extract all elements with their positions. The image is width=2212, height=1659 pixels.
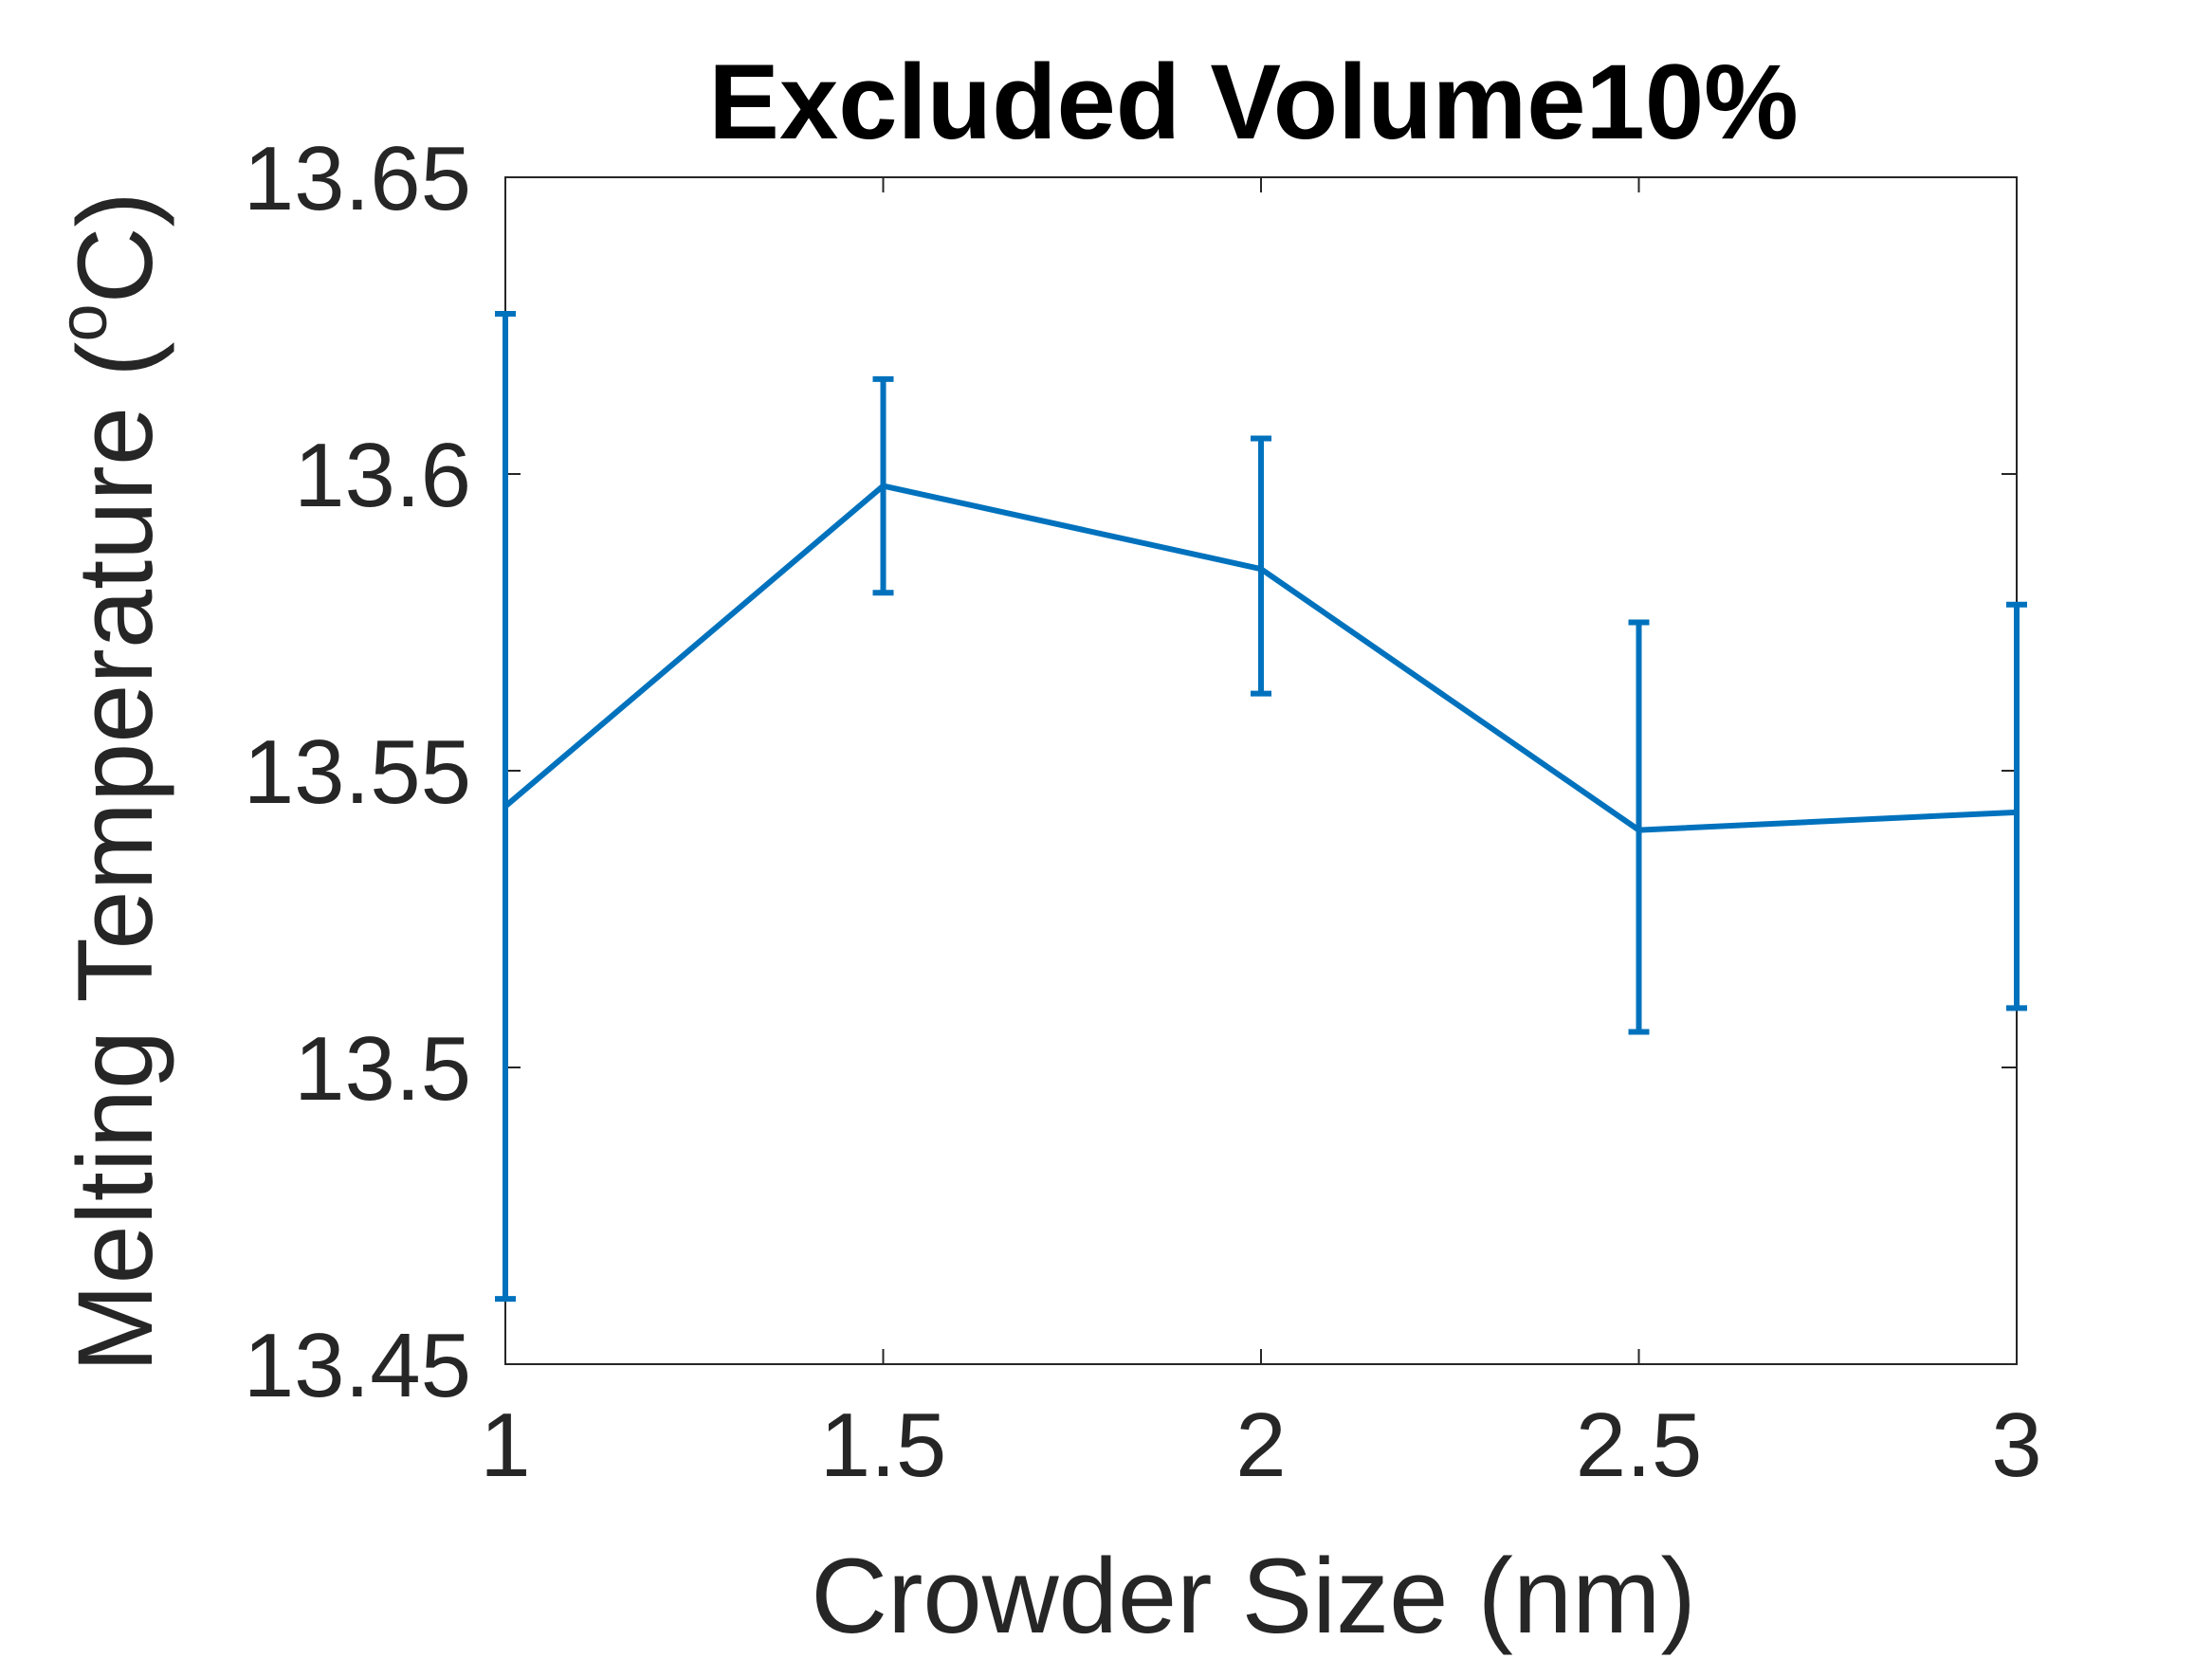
chart-title: Excluded Volume10% — [708, 43, 1798, 161]
y-tick-label: 13.45 — [244, 1315, 471, 1416]
y-axis-label-main: Melting Temperature ( — [56, 341, 174, 1372]
x-tick-label: 1 — [480, 1395, 530, 1496]
y-axis-label-superscript: o — [46, 303, 121, 341]
x-tick-label: 3 — [1991, 1395, 2041, 1496]
y-tick-label: 13.65 — [244, 128, 471, 229]
x-tick-label: 2 — [1235, 1395, 1286, 1496]
x-axis-label: Crowder Size (nm) — [811, 1537, 1696, 1655]
y-tick-label: 13.55 — [244, 721, 471, 823]
y-tick-label: 13.6 — [294, 425, 471, 526]
x-tick-label: 1.5 — [820, 1395, 946, 1496]
y-axis-label: Melting Temperature (oC) — [46, 191, 174, 1373]
y-axis-label-end: C) — [56, 191, 174, 303]
y-tick-label: 13.5 — [294, 1018, 471, 1120]
x-tick-label: 2.5 — [1576, 1395, 1702, 1496]
plot-area: 1 1.5 2 2.5 3 13.45 13.5 13.55 13.6 13.65 — [244, 128, 2042, 1496]
